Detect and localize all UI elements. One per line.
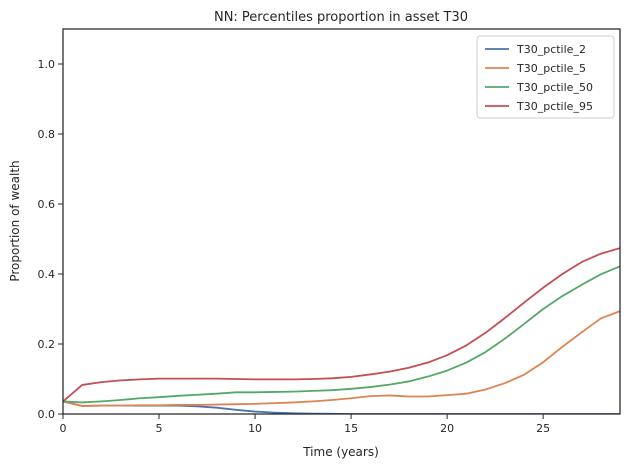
- y-tick-label: 0.8: [38, 128, 56, 141]
- legend-box: [476, 35, 615, 119]
- series-line-T30_pctile_5: [63, 310, 620, 407]
- series-line-T30_pctile_95: [63, 247, 620, 403]
- y-tick-label: 0.0: [38, 408, 56, 421]
- series-layer: [63, 247, 620, 414]
- x-tick-label: 20: [440, 422, 454, 435]
- legend: T30_pctile_2 T30_pctile_5 T30_pctile_50 T30…: [476, 35, 615, 119]
- x-tick-label: 10: [248, 422, 262, 435]
- y-tick-label: 1.0: [38, 58, 56, 71]
- series-line-T30_pctile_2: [63, 400, 620, 414]
- legend-label: T30_pctile_95: [516, 100, 593, 113]
- x-tick-label: 25: [536, 422, 550, 435]
- x-tick-label: 15: [344, 422, 358, 435]
- y-tick-label: 0.6: [38, 198, 56, 211]
- chart-title: NN: Percentiles proportion in asset T30: [214, 10, 468, 25]
- x-tick-label: 5: [156, 422, 163, 435]
- legend-label: T30_pctile_50: [516, 81, 593, 94]
- y-tick-label: 0.2: [38, 338, 56, 351]
- series-line-T30_pctile_50: [63, 265, 620, 404]
- y-axis: 0.0 0.2 0.4 0.6 0.8 1.0: [38, 58, 63, 421]
- plot-frame: [62, 28, 621, 415]
- x-axis: 0 5 10 15 20 25: [60, 414, 550, 435]
- y-axis-label: Proportion of wealth: [8, 160, 22, 281]
- x-axis-label: Time (years): [302, 445, 379, 459]
- y-tick-label: 0.4: [38, 268, 56, 281]
- x-tick-label: 0: [60, 422, 67, 435]
- legend-label: T30_pctile_2: [516, 43, 586, 56]
- legend-label: T30_pctile_5: [516, 62, 586, 75]
